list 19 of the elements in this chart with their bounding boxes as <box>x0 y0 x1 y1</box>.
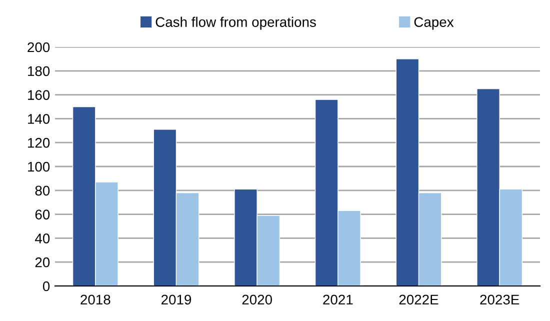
y-tick-label: 60 <box>35 210 50 220</box>
x-tick-label: 2023E <box>480 294 520 305</box>
x-tick-label: 2022E <box>399 294 438 305</box>
y-tick-label: 100 <box>28 162 50 172</box>
y-tick-label: 200 <box>28 42 50 52</box>
x-tick-label: 2020 <box>242 294 272 305</box>
x-tick-label: 2019 <box>162 294 192 305</box>
y-tick-label: 180 <box>28 66 50 76</box>
y-tick-label: 80 <box>35 186 50 196</box>
legend-label: Cash flow from operations <box>156 16 316 30</box>
y-tick-label: 40 <box>35 234 50 244</box>
x-tick-label: 2021 <box>323 294 353 305</box>
y-tick-label: 140 <box>28 114 50 124</box>
legend-label: Capex <box>414 17 454 30</box>
x-tick-label: 2018 <box>80 294 110 305</box>
y-tick-label: 160 <box>28 90 50 100</box>
y-tick-label: 20 <box>35 257 50 268</box>
y-tick-label: 120 <box>28 138 50 148</box>
y-tick-label: 0 <box>42 281 50 292</box>
